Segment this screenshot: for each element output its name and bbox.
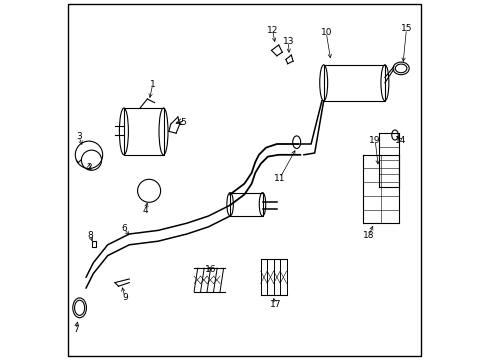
Text: 13: 13 <box>282 37 294 46</box>
Text: 6: 6 <box>121 224 126 233</box>
Text: 2: 2 <box>86 163 92 172</box>
Text: 3: 3 <box>76 132 81 141</box>
Text: 16: 16 <box>204 266 216 275</box>
Text: 12: 12 <box>266 26 278 35</box>
Text: 9: 9 <box>122 292 127 302</box>
Text: 17: 17 <box>269 300 281 309</box>
Text: 19: 19 <box>368 136 380 145</box>
Text: 11: 11 <box>273 174 285 183</box>
Text: 5: 5 <box>180 118 186 127</box>
Text: 18: 18 <box>362 231 374 240</box>
Text: 8: 8 <box>87 231 93 240</box>
Text: 4: 4 <box>142 206 148 215</box>
Text: 7: 7 <box>73 325 79 334</box>
Text: 10: 10 <box>320 28 331 37</box>
Text: 1: 1 <box>149 80 155 89</box>
Text: 15: 15 <box>400 24 411 33</box>
Text: 14: 14 <box>395 136 406 145</box>
